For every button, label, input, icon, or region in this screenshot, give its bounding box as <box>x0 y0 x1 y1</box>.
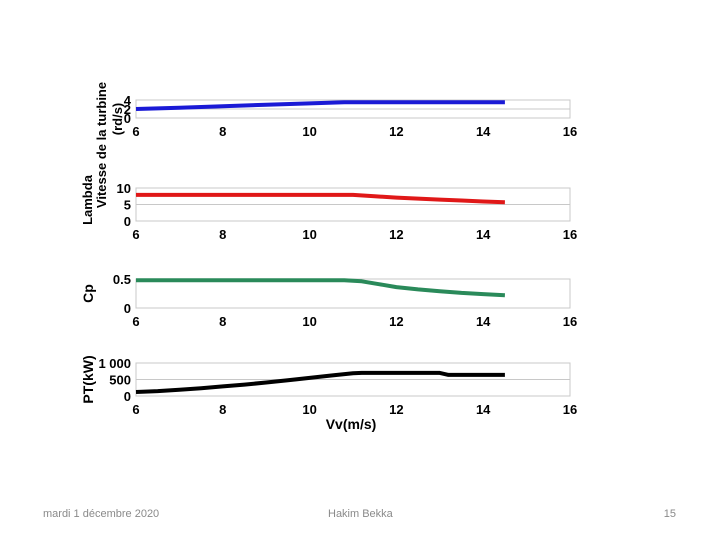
ylabel-lambda-line-2: (rd/s) <box>110 103 125 136</box>
xtick-label-power-0: 6 <box>132 402 139 417</box>
xtick-label-lambda-1: 8 <box>219 124 226 139</box>
xtick-label-speed-2: 10 <box>302 227 316 242</box>
ytick-label-cp-1: 0.5 <box>113 272 131 287</box>
xtick-label-lambda-3: 12 <box>389 124 403 139</box>
xtick-label-speed-0: 6 <box>132 227 139 242</box>
xtick-label-cp-0: 6 <box>132 314 139 329</box>
xtick-label-lambda-2: 10 <box>302 124 316 139</box>
ytick-label-lambda-0: 0 <box>124 111 131 126</box>
xlabel-power: Vv(m/s) <box>326 416 377 432</box>
ytick-label-speed-2: 10 <box>117 181 131 196</box>
xtick-label-speed-5: 16 <box>563 227 577 242</box>
xtick-label-power-4: 14 <box>476 402 491 417</box>
ylabel-cp: Cp <box>80 284 96 303</box>
ylabel-lambda-line-0: Lambda <box>80 174 95 225</box>
footer-date: mardi 1 décembre 2020 <box>43 508 160 520</box>
xtick-label-power-5: 16 <box>563 402 577 417</box>
series-line-lambda <box>135 100 505 111</box>
chart-cp: 0 0.5 6 8 10 12 14 16 Cp <box>80 272 577 329</box>
ytick-label-cp-0: 0 <box>124 301 131 316</box>
xtick-label-cp-4: 14 <box>476 314 491 329</box>
chart-speed: 05 10 6 8 10 12 14 16 <box>117 181 578 242</box>
xtick-label-power-2: 10 <box>302 402 316 417</box>
page-number: 15 <box>663 508 676 520</box>
series-line-power <box>135 370 505 394</box>
xtick-label-lambda-4: 14 <box>476 124 491 139</box>
ytick-label-speed-1: 5 <box>124 198 131 213</box>
xtick-label-lambda-5: 16 <box>563 124 577 139</box>
xtick-label-speed-3: 12 <box>389 227 403 242</box>
xtick-label-power-3: 12 <box>389 402 403 417</box>
xtick-label-lambda-0: 6 <box>132 124 139 139</box>
xtick-label-cp-5: 16 <box>563 314 577 329</box>
xtick-label-cp-2: 10 <box>302 314 316 329</box>
ytick-label-power-0: 0 <box>124 389 131 404</box>
ytick-label-lambda-2: 4 <box>124 93 132 108</box>
xtick-label-power-1: 8 <box>219 402 226 417</box>
ytick-label-power-1: 500 <box>109 373 131 388</box>
footer-author: Hakim Bekka <box>328 508 393 520</box>
ytick-label-power-2: 1 000 <box>98 356 131 371</box>
xtick-label-speed-1: 8 <box>219 227 226 242</box>
series-line-cp <box>136 278 506 298</box>
series-line-speed <box>136 192 505 205</box>
ylabel-lambda-line-1: Vitesse de la turbine <box>94 82 109 208</box>
chart-lambda: 024 6 8 10 12 14 16 Lambda Vitesse de la turbine… <box>80 82 577 225</box>
xtick-label-cp-3: 12 <box>389 314 403 329</box>
xtick-label-cp-1: 8 <box>219 314 226 329</box>
ylabel-power: PT(kW) <box>80 355 96 403</box>
ytick-label-lambda-1: 2 <box>124 102 131 117</box>
ytick-label-speed-0: 0 <box>124 214 131 229</box>
xtick-label-speed-4: 14 <box>476 227 491 242</box>
